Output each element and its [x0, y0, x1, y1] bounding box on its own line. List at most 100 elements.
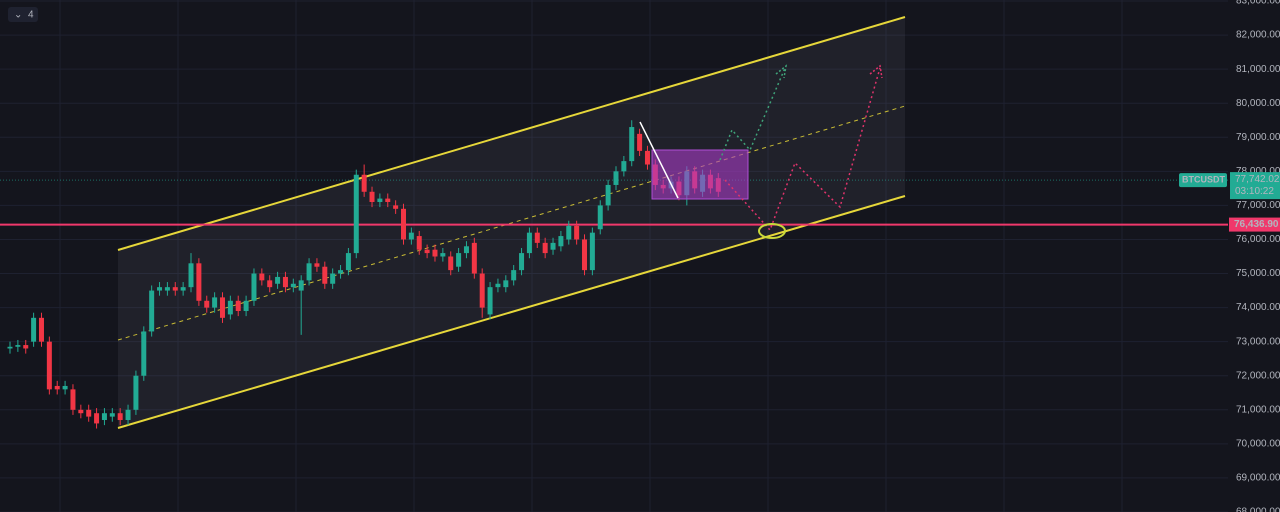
candle-body [463, 246, 469, 254]
candle-body [393, 205, 399, 209]
candle-body [511, 270, 517, 281]
candle-body [448, 256, 454, 271]
y-tick-label: 70,000.00 [1236, 439, 1280, 450]
candle-body [188, 263, 194, 288]
candle-body [282, 276, 288, 288]
candle-body [322, 266, 328, 284]
arrow-head [869, 64, 883, 79]
candle-body [164, 287, 170, 291]
candle-body [212, 297, 218, 308]
symbol-label: BTCUSDT [1182, 174, 1225, 184]
arrow-head [775, 64, 788, 79]
interval-badge[interactable] [8, 7, 38, 22]
countdown-label: 03:10:22 [1235, 186, 1274, 197]
scenario-up [719, 67, 786, 161]
candle-body [157, 287, 163, 291]
candle-body [534, 232, 540, 243]
candle-body [62, 385, 68, 390]
candle-body [290, 283, 296, 288]
candle-body [172, 287, 178, 291]
price-axis: 83,000.00 82,000.00 81,000.00 80,000.00 79,0… [1179, 0, 1280, 512]
candle-body [408, 232, 414, 240]
candle-body [31, 317, 37, 342]
candle-body [86, 409, 92, 417]
candle-body [456, 253, 462, 267]
consolidation-box [651, 149, 749, 200]
y-tick-label: 75,000.00 [1236, 268, 1280, 279]
candle-body [7, 346, 13, 349]
candle-body [401, 208, 406, 240]
candle-body [23, 345, 29, 349]
candle-body [487, 287, 493, 315]
candle-body [38, 317, 44, 342]
y-tick-label: 77,000.00 [1236, 200, 1280, 211]
y-tick-label: 81,000.00 [1236, 64, 1280, 75]
candle-body [353, 174, 359, 254]
candle-body [109, 413, 115, 417]
candle-body [613, 171, 619, 185]
candle-body [440, 253, 446, 257]
candle-body [471, 242, 477, 274]
levels [0, 179, 1228, 226]
collapse-icon: ⌄ [14, 10, 22, 21]
y-tick-label: 82,000.00 [1236, 30, 1280, 41]
candle-body [251, 273, 257, 301]
y-tick-label: 76,000.00 [1236, 234, 1280, 245]
candle-body [275, 276, 281, 284]
y-tick-label: 78,000.00 [1236, 166, 1280, 177]
y-tick-label: 72,000.00 [1236, 370, 1280, 381]
channel-mid [117, 105, 906, 341]
grid [0, 0, 1228, 512]
candle-body [361, 174, 367, 192]
candle-body [621, 161, 627, 172]
candle-body [54, 385, 60, 390]
last-price-tag [1230, 172, 1280, 200]
channel-lower [117, 195, 906, 429]
candle-body [180, 287, 186, 291]
candle-body [566, 225, 572, 240]
candle-body [78, 409, 84, 414]
candle-body [582, 239, 588, 271]
candle-body [629, 127, 635, 162]
candle-body [345, 253, 351, 271]
candle-body [219, 297, 225, 318]
candle-body [558, 236, 564, 247]
candle-body [94, 413, 100, 424]
y-tick-label: 73,000.00 [1236, 336, 1280, 347]
candle-body [196, 263, 202, 301]
target-ellipse [758, 223, 786, 239]
candle-body [479, 273, 485, 308]
y-tick-label: 71,000.00 [1236, 404, 1280, 415]
y-tick-label: 69,000.00 [1236, 473, 1280, 484]
last-price-label: 77,742.02 [1235, 174, 1280, 185]
y-tick-label: 83,000.00 [1236, 0, 1280, 7]
y-tick-label: 74,000.00 [1236, 302, 1280, 313]
candle-body [101, 413, 107, 421]
candle-body [605, 184, 611, 206]
candle-body [424, 249, 430, 254]
candle-body [550, 242, 556, 250]
channel-upper [117, 16, 906, 251]
candle-body [338, 270, 344, 274]
candle-body [574, 225, 580, 240]
candle-body [385, 198, 391, 202]
candle-body [117, 413, 123, 421]
candle-body [243, 300, 249, 312]
candle-body [235, 300, 241, 312]
candle-body [637, 133, 643, 151]
candle-body [597, 205, 603, 230]
candle-body [306, 263, 312, 281]
trend-stroke [639, 121, 679, 199]
candle-body [46, 341, 52, 390]
candle-body [432, 249, 438, 257]
candle-body [227, 300, 233, 315]
candle-body [267, 280, 273, 288]
candle-body [125, 409, 131, 421]
candle-body [519, 253, 525, 271]
candle-body [133, 375, 139, 410]
candle-body [589, 232, 595, 271]
level-tag [1229, 217, 1280, 232]
candle-body [644, 150, 650, 165]
